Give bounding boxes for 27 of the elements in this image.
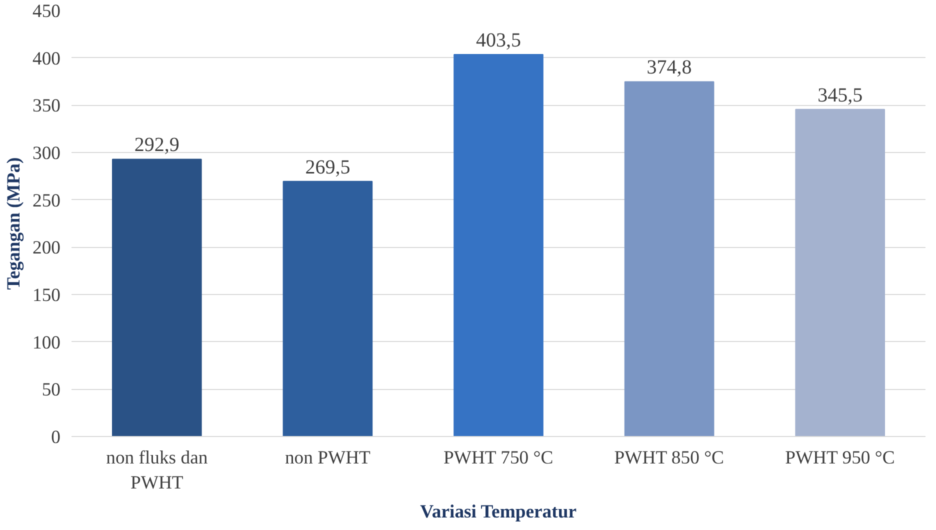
- data-label: 269,5: [305, 156, 350, 178]
- bar: [112, 158, 202, 436]
- x-tick-label: PWHT 850 °C: [614, 448, 724, 468]
- y-tick-label: 50: [42, 380, 60, 401]
- bar: [624, 81, 714, 436]
- y-tick-label: 0: [51, 427, 60, 448]
- y-tick-label: 250: [32, 190, 60, 212]
- x-tick-label: PWHT 750 °C: [443, 448, 554, 468]
- y-axis-title: Tegangan (MPa): [4, 157, 25, 290]
- y-tick-label: 150: [32, 285, 60, 306]
- y-tick-label: 100: [32, 332, 60, 354]
- x-tick-label: non fluks dan PWHT: [106, 448, 208, 494]
- data-label: 345,5: [818, 84, 863, 106]
- y-tick-label: 300: [32, 143, 60, 164]
- x-tick-label: non PWHT: [284, 448, 372, 468]
- x-tick-label: PWHT 950 °C: [785, 448, 895, 468]
- x-axis-title: Variasi Temperatur: [420, 502, 577, 523]
- data-label: 292,9: [134, 134, 180, 156]
- y-tick-label: 200: [32, 238, 60, 259]
- y-tick-label: 350: [32, 96, 60, 117]
- bar: [454, 54, 544, 436]
- data-label: 374,8: [646, 56, 692, 79]
- bar: [795, 108, 886, 436]
- y-tick-label: 400: [32, 48, 60, 70]
- y-tick-label: 450: [32, 1, 60, 22]
- bar: [282, 180, 373, 436]
- data-label: 403,5: [476, 30, 521, 52]
